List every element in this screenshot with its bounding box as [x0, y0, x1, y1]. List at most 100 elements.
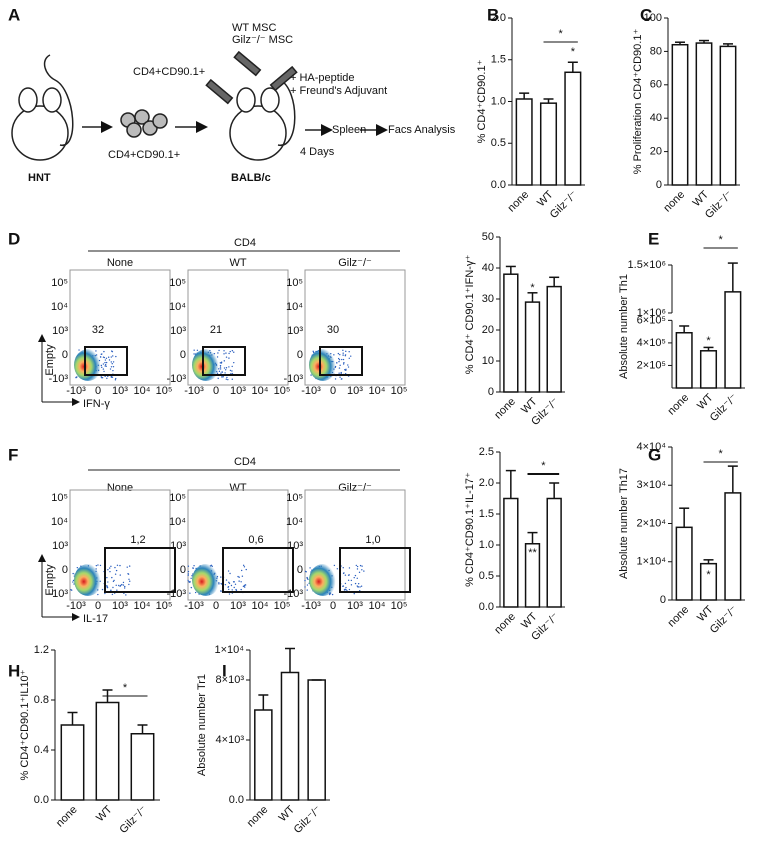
- event-dot: [111, 376, 114, 378]
- event-dot: [104, 361, 106, 364]
- event-dot: [231, 372, 233, 375]
- event-dot: [110, 366, 113, 368]
- event-dot: [333, 564, 336, 567]
- event-dot: [104, 592, 106, 595]
- event-dot: [102, 356, 105, 358]
- event-dot: [125, 594, 127, 596]
- event-dot: [227, 378, 229, 381]
- event-dot: [72, 572, 74, 575]
- event-dot: [101, 588, 104, 591]
- event-dot: [102, 368, 105, 370]
- event-dot: [72, 579, 75, 582]
- flow-x-label: IL-17: [83, 613, 108, 625]
- bar: [724, 291, 742, 389]
- event-dot: [345, 350, 347, 353]
- event-dot: [100, 376, 103, 379]
- x-tick-label: Gilz⁻/⁻: [548, 189, 580, 221]
- flow-y-label: Empty: [44, 344, 56, 376]
- event-dot: [305, 571, 307, 573]
- event-dot: [105, 365, 107, 367]
- event-dot: [230, 584, 233, 587]
- y-tick-label: 2×10⁵: [637, 359, 666, 371]
- gate: [104, 547, 176, 593]
- gate-value: 32: [92, 324, 104, 336]
- event-dot: [233, 361, 235, 364]
- event-dot: [115, 377, 117, 380]
- flow-x-tick: 10⁴: [252, 385, 269, 397]
- event-dot: [337, 357, 340, 360]
- significance-label: *: [719, 234, 724, 246]
- event-dot: [304, 586, 306, 588]
- y-tick-label: 60: [650, 79, 662, 91]
- event-dot: [235, 588, 237, 591]
- flow-x-tick: 0: [213, 385, 219, 397]
- event-dot: [95, 350, 97, 352]
- event-dot: [111, 363, 113, 365]
- panel-letter: E: [648, 229, 659, 248]
- flow-x-tick: -10³: [66, 600, 86, 612]
- bar: [539, 102, 558, 186]
- event-dot: [338, 359, 341, 361]
- flow-column-title: Gilz⁻/⁻: [338, 257, 372, 269]
- flow-x-tick: 0: [95, 600, 101, 612]
- diagram-label: WT MSC: [232, 22, 276, 34]
- x-tick-label: none: [661, 189, 687, 215]
- event-dot: [118, 584, 120, 587]
- diagram-label: + Freund's Adjuvant: [290, 85, 387, 97]
- flow-y-tick: 0: [62, 564, 68, 576]
- event-dot: [354, 582, 357, 585]
- event-dot: [116, 589, 118, 591]
- significance-label: *: [706, 335, 711, 347]
- event-dot: [189, 592, 191, 594]
- event-dot: [219, 368, 222, 370]
- event-dot: [227, 586, 229, 588]
- event-dot: [219, 362, 222, 364]
- event-dot: [344, 354, 347, 356]
- event-dot: [227, 570, 230, 572]
- flow-column-title: None: [107, 257, 133, 269]
- event-dot: [306, 576, 308, 579]
- event-dot: [217, 352, 219, 354]
- flow-x-tick: 10⁴: [369, 600, 386, 612]
- significance-label: *: [719, 448, 724, 460]
- bar: [254, 709, 273, 801]
- flow-x-tick: 10⁵: [391, 600, 408, 612]
- y-tick-label: 4×10³: [216, 734, 245, 746]
- bar: [130, 733, 155, 801]
- flow-x-tick: 10⁵: [156, 600, 173, 612]
- flow-column-title: Gilz⁻/⁻: [338, 482, 372, 494]
- event-dot: [338, 367, 341, 369]
- event-dot: [128, 565, 131, 567]
- x-tick-label: WT: [94, 803, 115, 824]
- event-dot: [225, 579, 228, 581]
- gate-value: 30: [327, 324, 339, 336]
- flow-y-tick: 10³: [170, 325, 186, 337]
- event-dot: [225, 356, 228, 358]
- event-dot: [312, 351, 315, 354]
- event-dot: [192, 567, 194, 569]
- event-dot: [347, 579, 350, 581]
- y-tick-label: 20: [650, 146, 662, 158]
- y-tick-label: 40: [482, 262, 494, 274]
- event-dot: [112, 369, 114, 372]
- event-dot: [220, 361, 223, 363]
- event-dot: [360, 585, 363, 587]
- event-dot: [72, 581, 74, 583]
- flow-x-label: IFN-γ: [83, 398, 110, 410]
- event-dot: [229, 350, 231, 353]
- event-dot: [244, 584, 247, 586]
- y-tick-label: 40: [650, 112, 662, 124]
- panel-letter: A: [8, 5, 20, 24]
- y-tick-label: 1×10⁴: [636, 556, 666, 568]
- event-dot: [223, 353, 225, 355]
- event-dot: [345, 368, 347, 371]
- event-dot: [238, 576, 240, 578]
- gate: [339, 547, 411, 593]
- event-dot: [344, 574, 347, 576]
- flow-y-tick: 10³: [287, 325, 303, 337]
- y-tick-label: 8×10³: [216, 674, 245, 686]
- event-dot: [233, 351, 235, 353]
- event-dot: [113, 579, 115, 582]
- event-dot: [238, 580, 240, 582]
- flow-y-tick: 0: [62, 349, 68, 361]
